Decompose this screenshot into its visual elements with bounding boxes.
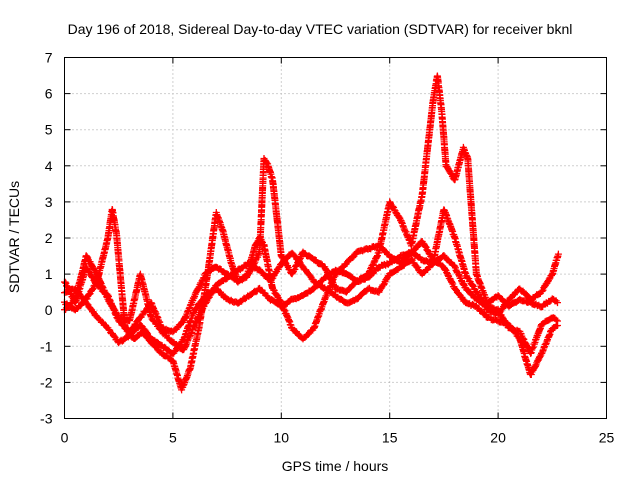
data-points xyxy=(61,72,562,394)
x-tick-label: 15 xyxy=(382,430,398,446)
y-tick-label: 0 xyxy=(45,302,53,318)
y-tick-label: 5 xyxy=(45,122,53,138)
y-axis-label: SDTVAR / TECUs xyxy=(6,181,22,293)
y-tick-label: -1 xyxy=(40,338,53,354)
y-tick-label: 6 xyxy=(45,86,53,102)
x-tick-label: 25 xyxy=(599,430,615,446)
x-tick-label: 20 xyxy=(490,430,506,446)
plot-frame xyxy=(64,57,607,419)
x-tick-label: 10 xyxy=(274,430,290,446)
y-tick-label: -2 xyxy=(40,374,53,390)
chart-title: Day 196 of 2018, Sidereal Day-to-day VTE… xyxy=(68,21,573,37)
x-tick-label: 5 xyxy=(169,430,177,446)
tick-labels: 0 5 10 15 20 25 -3 -2 -1 0 1 2 3 4 5 6 7 xyxy=(40,50,614,446)
x-axis-label: GPS time / hours xyxy=(282,458,389,474)
y-tick-label: 4 xyxy=(45,158,53,174)
y-tick-label: 3 xyxy=(45,194,53,210)
y-tick-label: 1 xyxy=(45,266,53,282)
y-tick-label: 2 xyxy=(45,230,53,246)
x-tick-label: 0 xyxy=(61,430,69,446)
y-tick-label: 7 xyxy=(45,50,53,66)
y-tick-label: -3 xyxy=(40,411,53,427)
